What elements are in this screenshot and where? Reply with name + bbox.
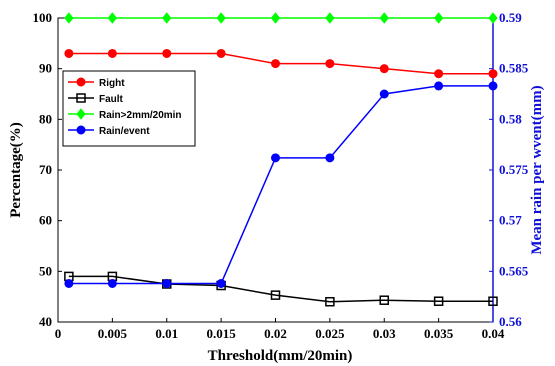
right-y-tick-label: 0.58	[499, 111, 522, 126]
series-rain-event	[64, 81, 498, 288]
legend-item: Rain>2mm/20min	[68, 108, 182, 121]
x-tick-label: 0.035	[424, 326, 454, 341]
x-axis: 0 0.005 0.01 0.015 0.02 0.025 0.03 0.035 0.04	[55, 318, 505, 341]
series-line	[68, 275, 493, 303]
data-point	[325, 153, 335, 163]
data-point	[107, 278, 117, 288]
data-point	[379, 89, 389, 99]
right-y-tick-label: 0.56	[499, 314, 522, 329]
series-layer	[64, 12, 498, 307]
legend-item: Right	[68, 77, 125, 89]
data-point	[216, 278, 226, 288]
x-tick-label: 0.03	[373, 326, 396, 341]
legend-item: Rain/event	[68, 125, 150, 137]
data-point	[325, 59, 335, 69]
data-point	[488, 12, 498, 24]
left-y-tick-label: 70	[39, 162, 52, 177]
x-tick-label: 0	[55, 326, 62, 341]
left-y-tick-label: 60	[39, 213, 52, 228]
data-point	[162, 278, 172, 288]
data-point	[488, 69, 498, 79]
x-tick-label: 0.005	[98, 326, 128, 341]
right-y-axis-label: Mean rain per wvent(mm)	[529, 85, 545, 254]
x-tick-label: 0.04	[482, 326, 505, 341]
right-y-tick-label: 0.59	[499, 10, 522, 25]
data-point	[270, 12, 281, 24]
left-y-axis: 40 50 60 70 80 90 100	[33, 10, 62, 329]
data-point	[433, 296, 444, 306]
series-right	[64, 48, 498, 79]
x-tick-label: 0.025	[315, 326, 345, 341]
left-y-tick-label: 40	[39, 314, 52, 329]
data-point	[216, 48, 226, 58]
legend-label: Fault	[99, 94, 124, 105]
plot-area	[57, 17, 494, 323]
series-rain-2mm-20min	[64, 12, 498, 24]
data-point	[434, 81, 444, 91]
data-point	[107, 12, 118, 24]
legend-marker	[76, 108, 86, 120]
data-point	[162, 48, 172, 58]
data-point	[325, 12, 335, 24]
legend-label: Rain/event	[99, 126, 150, 137]
right-y-axis: 0.56 0.565 0.57 0.575 0.58 0.585 0.59	[489, 10, 529, 329]
data-point	[64, 48, 74, 58]
data-point	[64, 278, 74, 288]
left-y-axis-label: Percentage(%)	[8, 122, 24, 218]
data-point	[488, 81, 498, 91]
data-point	[433, 12, 444, 24]
right-y-tick-label: 0.585	[499, 61, 529, 76]
right-y-tick-label: 0.57	[499, 213, 522, 228]
data-point	[325, 296, 335, 307]
left-y-tick-label: 90	[39, 61, 52, 76]
x-tick-label: 0.015	[207, 326, 237, 341]
right-y-tick-label: 0.575	[499, 162, 529, 177]
data-point	[379, 64, 389, 74]
legend-label: Rain>2mm/20min	[99, 110, 182, 121]
data-point	[379, 12, 389, 24]
legend-marker	[76, 93, 86, 103]
data-point	[162, 12, 172, 24]
data-point	[107, 48, 117, 58]
data-point	[434, 69, 444, 79]
x-axis-label: Threshold(mm/20min)	[208, 348, 353, 364]
data-point	[216, 12, 226, 24]
legend-label: Right	[99, 78, 125, 89]
left-y-tick-label: 50	[39, 263, 52, 278]
legend-item: Fault	[68, 93, 124, 105]
data-point	[271, 153, 280, 163]
data-point	[488, 296, 498, 306]
legend-marker	[76, 77, 86, 87]
x-tick-label: 0.01	[155, 326, 178, 341]
legend: Right Fault Rain>2mm/20min Rain/event	[62, 70, 196, 147]
left-y-tick-label: 80	[39, 111, 52, 126]
legend-marker	[76, 125, 86, 135]
data-point	[270, 290, 281, 300]
left-y-tick-label: 100	[33, 10, 53, 25]
data-point	[64, 12, 74, 24]
data-point	[379, 295, 389, 305]
x-tick-label: 0.02	[264, 326, 287, 341]
right-y-tick-label: 0.565	[499, 263, 529, 278]
data-point	[271, 59, 280, 69]
